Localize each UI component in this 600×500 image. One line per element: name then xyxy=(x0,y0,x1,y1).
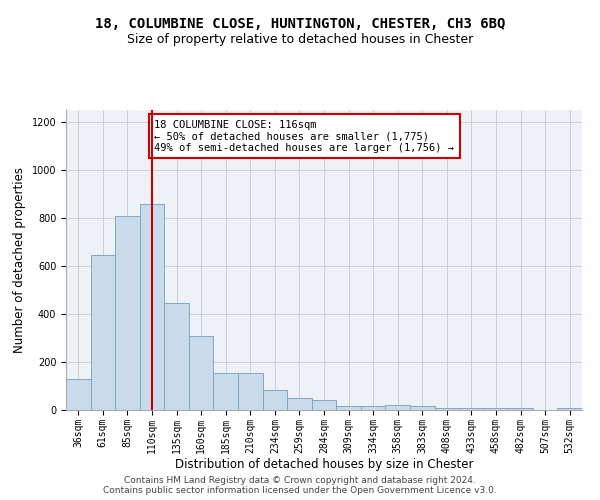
Bar xyxy=(140,204,164,410)
Bar xyxy=(410,406,434,410)
Bar xyxy=(557,408,582,410)
X-axis label: Distribution of detached houses by size in Chester: Distribution of detached houses by size … xyxy=(175,458,473,471)
Bar xyxy=(312,400,336,410)
Bar xyxy=(66,379,91,410)
Text: 18, COLUMBINE CLOSE, HUNTINGTON, CHESTER, CH3 6BQ: 18, COLUMBINE CLOSE, HUNTINGTON, CHESTER… xyxy=(95,18,505,32)
Bar xyxy=(238,373,263,410)
Bar xyxy=(164,303,189,410)
Bar xyxy=(385,405,410,410)
Text: Size of property relative to detached houses in Chester: Size of property relative to detached ho… xyxy=(127,32,473,46)
Bar xyxy=(287,398,312,410)
Bar xyxy=(214,373,238,410)
Bar xyxy=(484,408,508,410)
Bar xyxy=(336,406,361,410)
Y-axis label: Number of detached properties: Number of detached properties xyxy=(13,167,26,353)
Bar xyxy=(263,390,287,410)
Bar xyxy=(189,336,214,410)
Bar xyxy=(434,408,459,410)
Text: Contains HM Land Registry data © Crown copyright and database right 2024.
Contai: Contains HM Land Registry data © Crown c… xyxy=(103,476,497,495)
Bar xyxy=(91,255,115,410)
Bar xyxy=(508,408,533,410)
Bar xyxy=(115,216,140,410)
Bar xyxy=(361,406,385,410)
Bar xyxy=(459,408,484,410)
Text: 18 COLUMBINE CLOSE: 116sqm
← 50% of detached houses are smaller (1,775)
49% of s: 18 COLUMBINE CLOSE: 116sqm ← 50% of deta… xyxy=(154,120,454,153)
